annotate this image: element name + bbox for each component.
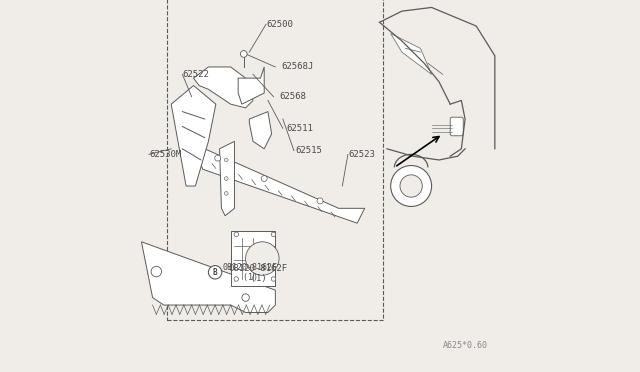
Text: 62515: 62515	[296, 146, 323, 155]
Circle shape	[234, 277, 239, 281]
Circle shape	[400, 175, 422, 197]
Circle shape	[225, 192, 228, 195]
Circle shape	[241, 51, 247, 57]
Polygon shape	[193, 67, 253, 108]
Circle shape	[242, 294, 250, 301]
Circle shape	[215, 155, 221, 161]
Polygon shape	[250, 112, 271, 149]
Text: 62530M: 62530M	[149, 150, 181, 159]
Text: 62568: 62568	[279, 92, 306, 101]
Circle shape	[390, 166, 431, 206]
Text: B: B	[212, 268, 218, 277]
Circle shape	[246, 242, 279, 275]
Circle shape	[317, 198, 323, 204]
Text: 08120-8162F
    (1): 08120-8162F (1)	[229, 264, 288, 283]
Circle shape	[225, 158, 228, 162]
Polygon shape	[231, 231, 275, 286]
Polygon shape	[197, 149, 365, 223]
Polygon shape	[141, 242, 275, 312]
Text: A625*0.60: A625*0.60	[443, 341, 488, 350]
Circle shape	[271, 232, 276, 237]
Circle shape	[209, 266, 222, 279]
Text: 62523: 62523	[348, 150, 375, 159]
Polygon shape	[172, 86, 216, 186]
Text: 08120-8162F
    (1): 08120-8162F (1)	[223, 263, 278, 282]
Polygon shape	[220, 141, 234, 216]
Circle shape	[151, 266, 161, 277]
Text: 62511: 62511	[287, 124, 314, 133]
Polygon shape	[238, 67, 264, 104]
Polygon shape	[390, 33, 431, 74]
Bar	[168, 0, 383, 320]
Text: 62522: 62522	[182, 70, 209, 79]
Circle shape	[225, 177, 228, 180]
Text: 62568J: 62568J	[281, 62, 313, 71]
Circle shape	[261, 176, 267, 182]
Circle shape	[271, 277, 276, 281]
Text: 62500: 62500	[266, 20, 293, 29]
FancyBboxPatch shape	[450, 117, 463, 136]
Circle shape	[234, 232, 239, 237]
